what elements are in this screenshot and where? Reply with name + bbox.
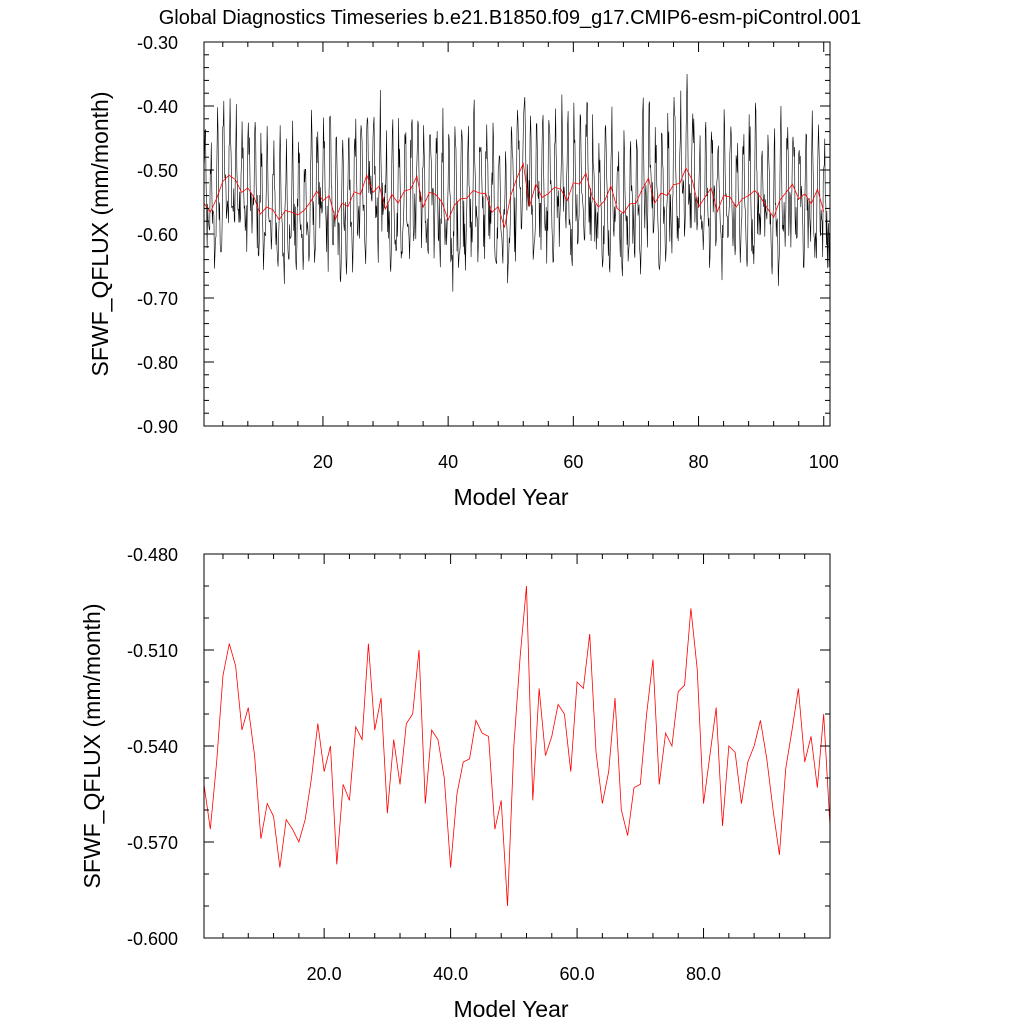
x-tick-label: 80.0 xyxy=(686,964,721,984)
x-tick-label: 20.0 xyxy=(307,964,342,984)
x-tick-label: 100 xyxy=(809,452,839,472)
y-tick-label: -0.40 xyxy=(137,97,178,117)
y-tick-label: -0.510 xyxy=(127,641,178,661)
y-tick-label: -0.600 xyxy=(127,929,178,949)
y-axis-label-bottom: SFWF_QFLUX (mm/month) xyxy=(79,604,105,889)
y-axis-label-top: SFWF_QFLUX (mm/month) xyxy=(87,92,113,377)
chart-title: Global Diagnostics Timeseries b.e21.B185… xyxy=(159,7,862,29)
x-tick-label: 40 xyxy=(438,452,458,472)
x-tick-label: 40.0 xyxy=(433,964,468,984)
series-line-annual-mean xyxy=(204,162,825,228)
plot-frame-top xyxy=(203,41,831,427)
y-tick-label: -0.480 xyxy=(127,545,178,565)
x-tick-label: 20 xyxy=(313,452,333,472)
y-tick-label: -0.570 xyxy=(127,833,178,853)
y-tick-label: -0.540 xyxy=(127,737,178,757)
plot-frame-bottom xyxy=(203,553,831,939)
y-tick-label: -0.60 xyxy=(137,225,178,245)
x-axis-label-top: Model Year xyxy=(453,484,568,510)
timeseries-panel-annual: -0.480 -0.510 -0.540 -0.570 -0.600 20.0 40.0 60… xyxy=(79,545,831,1022)
x-axis-label-bottom: Model Year xyxy=(453,996,568,1022)
y-tick-label: -0.30 xyxy=(137,33,178,53)
y-tick-label: -0.90 xyxy=(137,417,178,437)
x-tick-label: 60 xyxy=(563,452,583,472)
series-line-annual-mean xyxy=(204,585,830,907)
y-tick-label: -0.80 xyxy=(137,353,178,373)
timeseries-panel-monthly: -0.30 -0.40 -0.50 -0.60 -0.70 -0.80 -0.90 20 40 6… xyxy=(87,33,839,510)
y-tick-label: -0.50 xyxy=(137,161,178,181)
series-line-monthly xyxy=(204,73,830,292)
y-tick-label: -0.70 xyxy=(137,289,178,309)
x-tick-label: 60.0 xyxy=(560,964,595,984)
x-tick-label: 80 xyxy=(689,452,709,472)
